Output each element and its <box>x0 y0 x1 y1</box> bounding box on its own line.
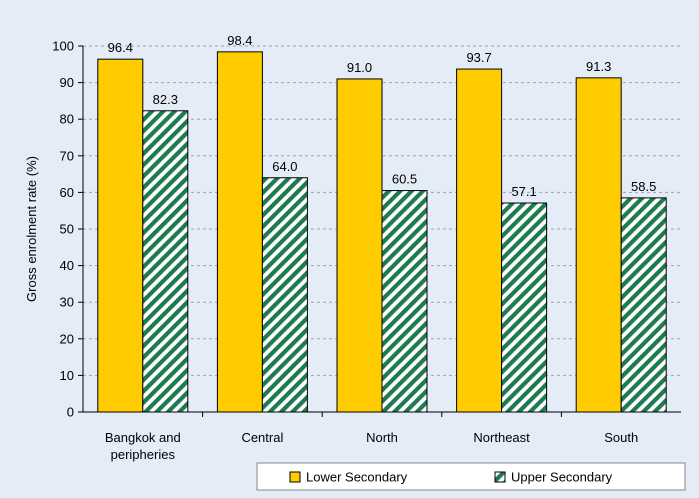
x-tick-label: Bangkok and peripheries <box>105 430 181 462</box>
y-axis-title: Gross enrolment rate (%) <box>24 156 39 302</box>
data-label: 91.0 <box>347 60 372 75</box>
legend: Lower Secondary Upper Secondary <box>256 462 686 491</box>
x-tick-label: Central <box>241 430 283 445</box>
bar-lower-secondary <box>97 58 144 413</box>
data-label: 91.3 <box>586 59 611 74</box>
y-tick-label: 70 <box>60 148 74 163</box>
bar-lower-secondary <box>216 51 263 413</box>
x-axis: Bangkok and peripheries Central North Northe… <box>83 411 681 462</box>
data-label: 64.0 <box>272 159 297 174</box>
data-labels: 96.4 82.3 98.4 64.0 91.0 60.5 93.7 57.1 91.3 58.5 <box>108 33 657 199</box>
legend-swatch <box>494 471 506 483</box>
y-tick-label: 20 <box>60 331 74 346</box>
data-label: 82.3 <box>153 92 178 107</box>
y-tick-label: 50 <box>60 222 74 237</box>
legend-label: Lower Secondary <box>306 470 408 485</box>
x-tick-label: North <box>366 430 398 445</box>
y-tick-label: 30 <box>60 295 74 310</box>
data-label: 96.4 <box>108 40 133 55</box>
bar-upper-secondary <box>142 110 189 413</box>
bar-lower-secondary <box>456 68 503 413</box>
data-label: 60.5 <box>392 172 417 187</box>
data-label: 57.1 <box>511 184 536 199</box>
y-tick-label: 40 <box>60 258 74 273</box>
bar-lower-secondary <box>336 78 383 413</box>
x-tick-label: South <box>604 430 638 445</box>
legend-label: Upper Secondary <box>511 470 613 485</box>
data-label: 58.5 <box>631 179 656 194</box>
bar-lower-secondary <box>575 77 622 413</box>
legend-box <box>256 462 686 491</box>
y-tick-label: 0 <box>67 405 74 420</box>
bar-upper-secondary <box>501 202 548 413</box>
bar-upper-secondary <box>261 177 308 413</box>
x-tick-label: Northeast <box>473 430 530 445</box>
y-tick-label: 100 <box>52 39 74 54</box>
data-label: 98.4 <box>227 33 252 48</box>
data-label: 93.7 <box>466 50 491 65</box>
y-tick-label: 10 <box>60 368 74 383</box>
y-tick-label: 80 <box>60 112 74 127</box>
bars <box>97 51 667 413</box>
legend-swatch <box>289 471 301 483</box>
bar-upper-secondary <box>381 190 428 413</box>
y-tick-label: 90 <box>60 75 74 90</box>
bar-upper-secondary <box>620 197 667 413</box>
y-axis: 0 10 20 30 40 50 60 70 80 90 100 <box>52 39 84 420</box>
y-tick-label: 60 <box>60 185 74 200</box>
